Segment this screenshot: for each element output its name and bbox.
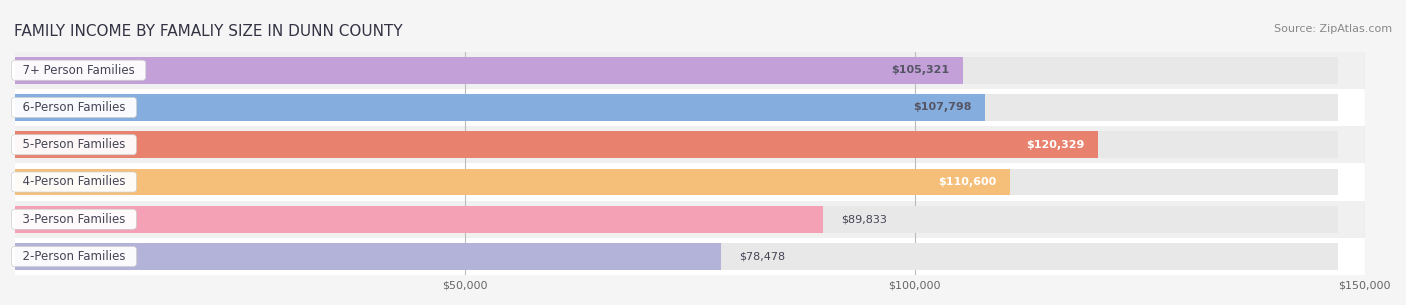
Bar (15, 243, 1337, 270)
Bar (15, 201, 1365, 238)
Text: 7+ Person Families: 7+ Person Families (15, 64, 142, 77)
Text: 3-Person Families: 3-Person Families (15, 213, 134, 226)
Text: FAMILY INCOME BY FAMALIY SIZE IN DUNN COUNTY: FAMILY INCOME BY FAMALIY SIZE IN DUNN CO… (14, 24, 402, 39)
Text: $89,833: $89,833 (841, 214, 887, 224)
Bar (15, 131, 1337, 158)
Bar (15, 169, 1337, 196)
Bar (15, 57, 1337, 84)
Bar (15, 206, 1337, 233)
Bar (15, 169, 1011, 196)
Text: $78,478: $78,478 (740, 252, 786, 261)
Bar (15, 131, 1098, 158)
Bar (15, 126, 1365, 163)
Text: $120,329: $120,329 (1026, 140, 1084, 150)
Bar (15, 163, 1365, 201)
Bar (15, 206, 824, 233)
Text: 2-Person Families: 2-Person Families (15, 250, 134, 263)
Text: Source: ZipAtlas.com: Source: ZipAtlas.com (1274, 24, 1392, 34)
Bar (15, 243, 721, 270)
Bar (15, 89, 1365, 126)
Text: $110,600: $110,600 (938, 177, 997, 187)
Bar (15, 94, 986, 121)
Text: $105,321: $105,321 (891, 65, 949, 75)
Text: 5-Person Families: 5-Person Families (15, 138, 134, 151)
Bar (15, 238, 1365, 275)
Bar (15, 94, 1337, 121)
Text: $107,798: $107,798 (912, 102, 972, 113)
Bar (15, 57, 963, 84)
Text: 6-Person Families: 6-Person Families (15, 101, 134, 114)
Bar (15, 52, 1365, 89)
Text: 4-Person Families: 4-Person Families (15, 175, 134, 188)
